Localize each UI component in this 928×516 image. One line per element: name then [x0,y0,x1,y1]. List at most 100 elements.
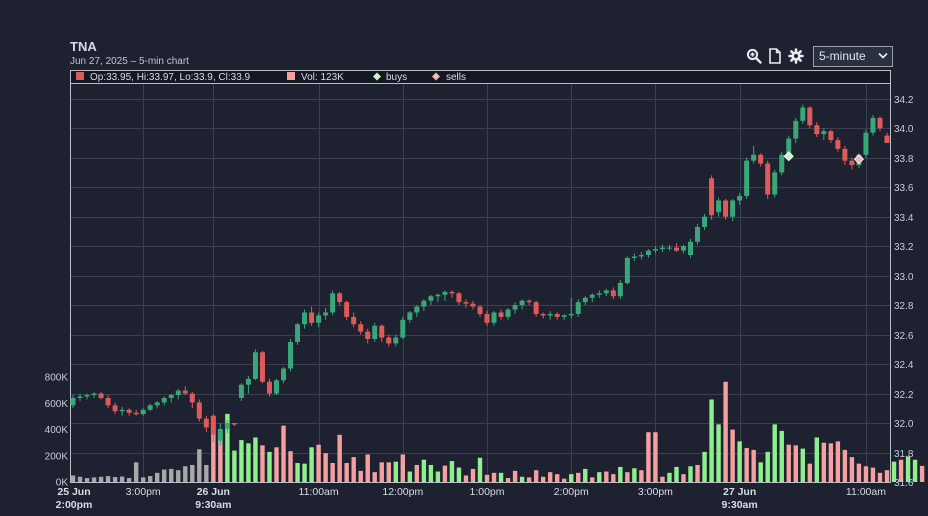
chevron-down-icon [878,49,888,63]
volume-tick-label: 0K [56,478,69,489]
document-icon[interactable] [767,48,783,64]
price-tick-label: 33.4 [894,213,914,224]
candle-body [456,293,462,303]
candle-body [119,409,125,412]
candle-body [442,291,448,295]
volume-bar [302,463,307,482]
candle-body [519,300,525,306]
volume-bar [554,474,560,482]
volume-bar [912,459,918,482]
candle-body [695,226,701,242]
volume-bar [519,476,525,482]
volume-bar [730,429,735,482]
candle-body [470,303,476,307]
grid-layer [71,84,890,482]
candle-body [365,331,371,340]
zoom-icon[interactable] [746,48,762,64]
volume-bar [807,463,813,482]
volume-bar [723,381,728,482]
volume-bar [105,476,111,482]
volume-bar [147,476,153,482]
volume-bar [688,466,693,482]
volume-bar [597,472,602,482]
candle-body [84,395,90,397]
price-tick-label: 34.2 [894,95,914,106]
candle-body [666,247,672,249]
price-tick-label: 34.0 [894,124,914,135]
candle-body [288,341,294,369]
price-tick-label: 31.6 [894,478,914,489]
volume-bar [288,451,293,482]
candle-body [645,250,651,255]
candle-body [737,196,743,201]
candle-body [309,312,315,323]
candle-body [751,154,757,161]
volume-bar [681,474,686,482]
candle-body [533,302,539,314]
time-tick-label: 11:00am [299,486,339,498]
legend-sells[interactable]: sells [446,72,466,83]
price-tick-label: 33.2 [894,242,914,253]
time-tick-label: 25 Jun [57,486,90,498]
price-tick-label: 31.8 [894,449,914,460]
legend-vol-swatch [287,72,295,80]
volume-bar [863,466,869,482]
volume-bar [421,459,427,482]
candle-body [659,247,665,250]
candle-body [814,125,820,135]
candle-body [505,309,511,317]
candle-body [210,415,216,435]
volume-bar [232,450,237,482]
candle-body [793,120,799,139]
volume-bar [119,476,125,482]
volume-bar [765,451,770,482]
time-tick-label: 11:00am [846,486,886,498]
candle-body [540,313,546,316]
chart-title: TNA [70,39,97,54]
candle-body [400,319,406,338]
volume-bar [491,472,497,482]
gear-icon[interactable] [788,48,804,64]
volume-bar [239,440,244,482]
chart-toolbar: 5-minute [746,45,893,67]
candle-body [133,412,139,415]
candle-body [596,293,602,295]
volume-bar [435,471,441,482]
time-tick-label: 3:00pm [638,486,673,498]
volume-bar [751,449,756,482]
candle-body [316,315,322,323]
volume-bar [526,477,532,482]
time-tick-label: 2:00pm [56,499,93,511]
candle-body [224,423,230,429]
legend-ohlc: Op:33.95, Hi:33.97, Lo:33.9, Cl:33.9 [90,72,251,83]
candle-body [624,257,630,283]
volume-bar [470,468,476,482]
volume-bar [126,478,132,482]
legend-buys[interactable]: buys [386,72,407,83]
volume-bar [547,472,553,482]
candle-body [779,154,785,173]
volume-bar [344,463,349,482]
candle-body [379,325,385,338]
volume-bar [218,429,223,482]
candle-body [203,418,209,428]
candle-body [547,313,553,316]
candle-body [716,200,722,213]
volume-bar [611,474,616,482]
volume-bar [505,478,511,482]
candle-body [259,352,265,382]
candle-body [323,312,329,316]
candle-body [723,200,729,217]
legend-buys-marker [373,72,381,81]
volume-bar [162,469,167,482]
volume-bar [365,454,370,482]
candle-body [786,138,792,155]
volume-bar [512,470,518,482]
volume-bar [604,471,609,482]
price-tick-label: 32.6 [894,331,914,342]
volume-bar [484,474,490,482]
interval-select[interactable]: 5-minute [813,45,893,67]
volume-bar [814,437,820,482]
volume-tick-label: 800K [45,373,69,384]
